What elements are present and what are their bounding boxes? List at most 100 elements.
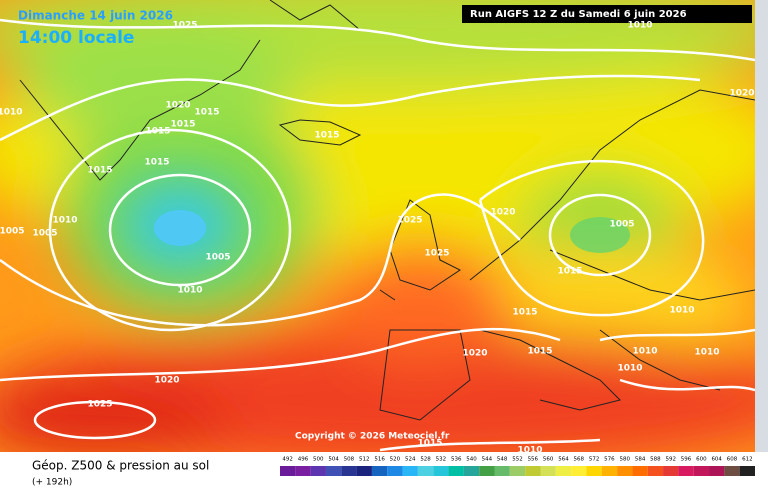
scale-swatch bbox=[647, 466, 664, 476]
isobar-label: 1010 bbox=[627, 21, 652, 31]
isobar-label: 1015 bbox=[170, 120, 195, 130]
date-label: Dimanche 14 juin 2026 bbox=[18, 9, 173, 23]
field bbox=[0, 0, 755, 452]
footer-title: Géop. Z500 & pression au sol bbox=[32, 459, 209, 473]
scale-label: 552 bbox=[512, 457, 523, 463]
scale-swatch bbox=[693, 466, 710, 476]
scale-label: 512 bbox=[359, 457, 370, 463]
isobar-label: 1010 bbox=[52, 216, 77, 226]
isobar-label: 1020 bbox=[462, 349, 487, 359]
scale-label: 568 bbox=[574, 457, 585, 463]
scale-label: 496 bbox=[298, 457, 309, 463]
scale-label: 596 bbox=[681, 457, 692, 463]
isobar-label: 1010 bbox=[669, 306, 694, 316]
scale-swatch bbox=[295, 466, 311, 476]
scale-label: 500 bbox=[313, 457, 324, 463]
scale-swatch bbox=[709, 466, 725, 476]
scale-label: 492 bbox=[282, 457, 293, 463]
isobar-label: 1015 bbox=[145, 127, 170, 137]
isobar-label: 1005 bbox=[0, 227, 25, 237]
scale-label: 508 bbox=[344, 457, 355, 463]
scale-label: 536 bbox=[451, 457, 462, 463]
scale-label: 600 bbox=[696, 457, 707, 463]
run-label: Run AIGFS 12 Z du Samedi 6 juin 2026 bbox=[470, 9, 687, 20]
scale-label: 572 bbox=[589, 457, 600, 463]
isobar-label: 1025 bbox=[87, 400, 112, 410]
scale-swatch bbox=[463, 466, 480, 476]
isobar-label: 1015 bbox=[144, 158, 169, 168]
scrollbar bbox=[755, 0, 768, 452]
copyright: Copyright © 2026 Meteociel.fr bbox=[295, 432, 450, 442]
scale-label: 544 bbox=[482, 457, 493, 463]
isobar-label: 1020 bbox=[490, 208, 515, 218]
isobar-label: 1005 bbox=[609, 220, 634, 230]
scale-swatch bbox=[494, 466, 510, 476]
scale-label: 504 bbox=[328, 457, 339, 463]
isobar-label: 1010 bbox=[517, 446, 542, 456]
scale-swatch bbox=[325, 466, 342, 476]
scale-swatch bbox=[479, 466, 495, 476]
run-box bbox=[462, 5, 752, 23]
scale-swatch bbox=[433, 466, 449, 476]
scale-swatch bbox=[739, 466, 755, 476]
scale-label: 532 bbox=[436, 457, 447, 463]
scale-label: 612 bbox=[742, 457, 753, 463]
scale-swatch bbox=[402, 466, 418, 476]
scale-swatch bbox=[525, 466, 541, 476]
scale-swatch bbox=[417, 466, 434, 476]
scale-label: 588 bbox=[650, 457, 661, 463]
scale-label: 540 bbox=[466, 457, 477, 463]
scale-label: 580 bbox=[620, 457, 631, 463]
scale-label: 560 bbox=[543, 457, 554, 463]
scale-swatch bbox=[601, 466, 618, 476]
scale-label: 604 bbox=[711, 457, 722, 463]
scale-label: 584 bbox=[635, 457, 646, 463]
scale-swatch bbox=[448, 466, 464, 476]
isobar-label: 1015 bbox=[417, 439, 442, 449]
scale-swatch bbox=[356, 466, 372, 476]
isobar-label: 1010 bbox=[617, 364, 642, 374]
isobar-label: 1015 bbox=[527, 347, 552, 357]
isobar-label: 1020 bbox=[729, 89, 754, 99]
scale-swatch bbox=[555, 466, 572, 476]
isobar-label: 1010 bbox=[694, 348, 719, 358]
isobar-label: 1005 bbox=[32, 229, 57, 239]
isobar-label: 1005 bbox=[205, 253, 230, 263]
scale-label: 608 bbox=[727, 457, 738, 463]
scale-swatch bbox=[724, 466, 740, 476]
isobar-label: 1015 bbox=[512, 308, 537, 318]
isobar-label: 1020 bbox=[154, 376, 179, 386]
scale-label: 516 bbox=[374, 457, 385, 463]
scale-swatch bbox=[540, 466, 556, 476]
time-label: 14:00 locale bbox=[18, 28, 134, 48]
scale-swatch bbox=[663, 466, 679, 476]
isobar-label: 1015 bbox=[314, 131, 339, 141]
isobar-label: 1010 bbox=[177, 286, 202, 296]
isobar-label: 1020 bbox=[165, 101, 190, 111]
isobar-label: 1015 bbox=[557, 267, 582, 277]
scale-swatch bbox=[310, 466, 326, 476]
scale-label: 592 bbox=[665, 457, 676, 463]
scale-swatch bbox=[371, 466, 388, 476]
scale-swatch bbox=[571, 466, 587, 476]
scale-swatch bbox=[617, 466, 633, 476]
scale-label: 528 bbox=[420, 457, 431, 463]
scale-label: 524 bbox=[405, 457, 416, 463]
scale-swatch bbox=[387, 466, 403, 476]
isobar-label: 1015 bbox=[87, 166, 112, 176]
isobar-label: 1010 bbox=[632, 347, 657, 357]
scale-swatch bbox=[341, 466, 357, 476]
scale-label: 548 bbox=[497, 457, 508, 463]
scale-label: 576 bbox=[604, 457, 615, 463]
scale-swatch bbox=[509, 466, 526, 476]
scale-label: 556 bbox=[528, 457, 539, 463]
isobar-label: 1025 bbox=[397, 216, 422, 226]
footer-lead: (+ 192h) bbox=[32, 478, 72, 488]
scale-swatch bbox=[586, 466, 602, 476]
scale-swatch bbox=[678, 466, 694, 476]
isobar-label: 1025 bbox=[424, 249, 449, 259]
scale-swatch bbox=[280, 466, 296, 476]
isobar-label: 1015 bbox=[194, 108, 219, 118]
isobar-label: 1010 bbox=[0, 108, 23, 118]
scale-label: 520 bbox=[390, 457, 401, 463]
